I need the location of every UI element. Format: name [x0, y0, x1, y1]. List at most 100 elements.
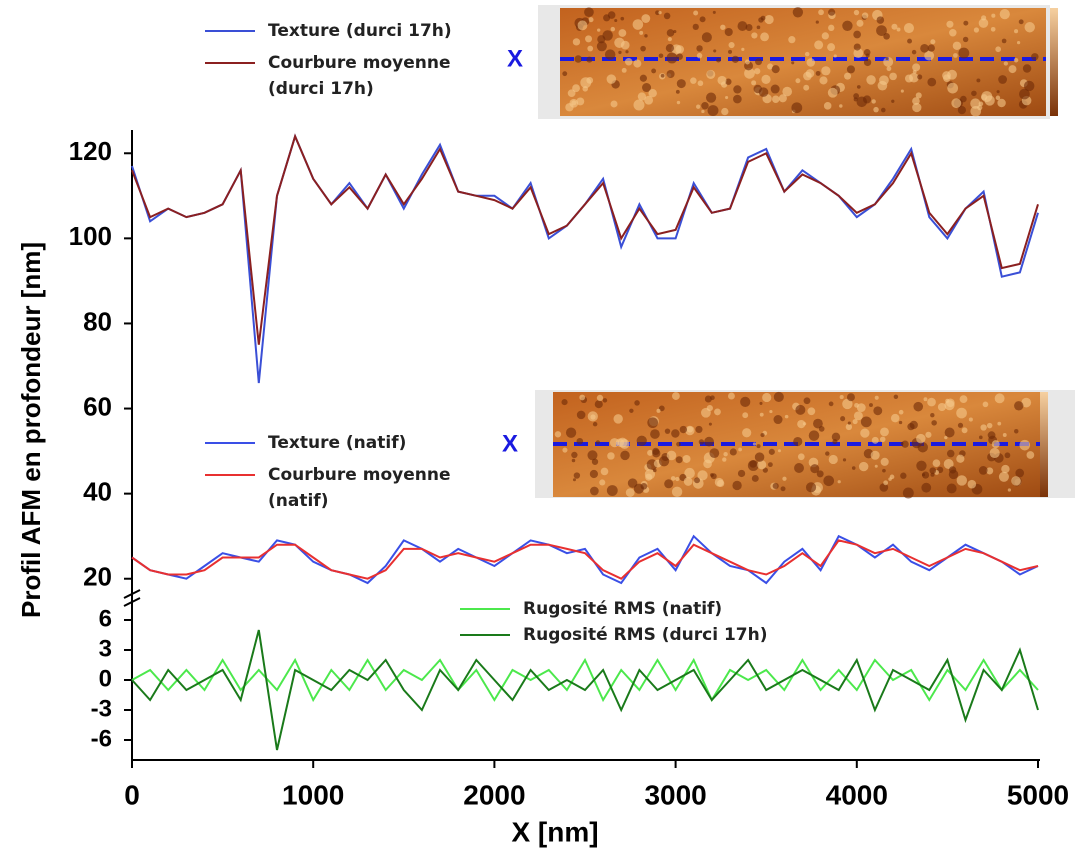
- texture-grain: [998, 471, 1009, 482]
- texture-grain: [976, 78, 981, 83]
- texture-grain: [658, 10, 662, 15]
- texture-grain: [751, 80, 757, 86]
- texture-grain: [1008, 65, 1017, 74]
- texture-grain: [865, 53, 870, 58]
- texture-grain: [846, 393, 855, 402]
- texture-grain: [803, 397, 811, 405]
- texture-grain: [683, 477, 693, 486]
- texture-grain: [728, 41, 735, 49]
- texture-grain: [842, 398, 853, 410]
- texture-grain: [592, 421, 598, 427]
- texture-grain: [644, 95, 654, 105]
- texture-grain: [831, 432, 841, 442]
- texture-grain: [869, 403, 873, 407]
- texture-grain: [602, 398, 608, 403]
- texture-grain: [760, 432, 765, 438]
- texture-grain: [1013, 57, 1019, 63]
- texture-grain: [591, 458, 599, 465]
- texture-grain: [671, 486, 683, 498]
- texture-grain: [840, 416, 846, 422]
- y-axis-title: Profil AFM en profondeur [nm]: [16, 242, 46, 618]
- texture-grain: [839, 395, 844, 400]
- texture-grain: [571, 458, 576, 463]
- texture-grain: [747, 460, 759, 471]
- texture-grain: [594, 400, 603, 409]
- texture-grain: [921, 473, 926, 477]
- texture-grain: [953, 53, 958, 58]
- texture-grain: [757, 460, 767, 470]
- texture-grain: [994, 393, 1005, 404]
- texture-grain: [692, 23, 699, 31]
- texture-grain: [827, 87, 838, 98]
- texture-grain: [797, 453, 805, 461]
- texture-grain: [961, 427, 968, 434]
- texture-grain: [873, 106, 879, 113]
- texture-grain: [1031, 53, 1039, 61]
- texture-grain: [706, 69, 716, 79]
- texture-grain: [613, 414, 623, 424]
- texture-grain: [916, 460, 927, 471]
- axis-break: [123, 589, 141, 607]
- texture-grain: [980, 424, 987, 431]
- texture-grain: [797, 419, 806, 429]
- texture-grain: [725, 78, 732, 85]
- texture-grain: [907, 38, 913, 44]
- texture-grain: [562, 447, 568, 453]
- texture-grain: [701, 101, 709, 110]
- texture-grain: [880, 457, 889, 466]
- texture-grain: [791, 61, 795, 65]
- texture-grain: [772, 95, 780, 103]
- texture-grain: [614, 18, 618, 23]
- texture-grain: [1023, 80, 1035, 92]
- texture-grain: [959, 395, 968, 404]
- texture-grain: [871, 436, 879, 444]
- texture-grain: [584, 7, 594, 18]
- texture-grain: [968, 417, 973, 422]
- texture-grain: [842, 20, 853, 31]
- texture-grain: [1026, 451, 1035, 459]
- texture-grain: [853, 93, 860, 99]
- texture-grain: [991, 13, 996, 18]
- texture-grain: [863, 58, 872, 67]
- texture-grain: [604, 49, 616, 60]
- texture-grain: [818, 9, 824, 16]
- texture-grain: [634, 400, 640, 406]
- texture-grain: [744, 59, 750, 65]
- texture-grain: [821, 32, 829, 40]
- texture-grain: [742, 428, 752, 438]
- texture-grain: [945, 398, 950, 403]
- texture-grain: [686, 426, 694, 433]
- texture-grain: [853, 30, 861, 39]
- texture-grain: [696, 45, 703, 52]
- texture-grain: [602, 30, 613, 41]
- texture-grain: [946, 449, 955, 458]
- texture-grain: [883, 480, 889, 486]
- texture-grain: [879, 483, 889, 492]
- texture-grain: [853, 9, 860, 16]
- texture-grain: [579, 394, 586, 401]
- texture-grain: [870, 450, 880, 460]
- texture-grain: [795, 78, 801, 84]
- texture-grain: [737, 469, 746, 478]
- texture-grain: [991, 440, 1000, 449]
- texture-grain: [671, 392, 680, 400]
- texture-grain: [929, 467, 937, 474]
- texture-grain: [997, 421, 1002, 426]
- texture-grain: [893, 394, 899, 400]
- texture-grain: [773, 391, 784, 402]
- y-tick-label: 6: [99, 605, 112, 632]
- legend-entry: Texture (durci 17h): [268, 21, 452, 41]
- texture-grain: [728, 49, 733, 54]
- texture-grain: [590, 486, 599, 496]
- texture-grain: [641, 14, 651, 23]
- x-axis-title: X [nm]: [511, 816, 598, 847]
- legend-entry: Courbure moyenne (durci 17h): [268, 53, 451, 99]
- annotation: X: [507, 45, 523, 72]
- texture-grain: [572, 38, 581, 46]
- texture-grain: [650, 429, 660, 439]
- texture-grain: [986, 467, 994, 475]
- texture-grain: [610, 26, 616, 32]
- afm-insets: [535, 5, 1075, 499]
- texture-grain: [666, 52, 678, 64]
- texture-grain: [912, 102, 922, 113]
